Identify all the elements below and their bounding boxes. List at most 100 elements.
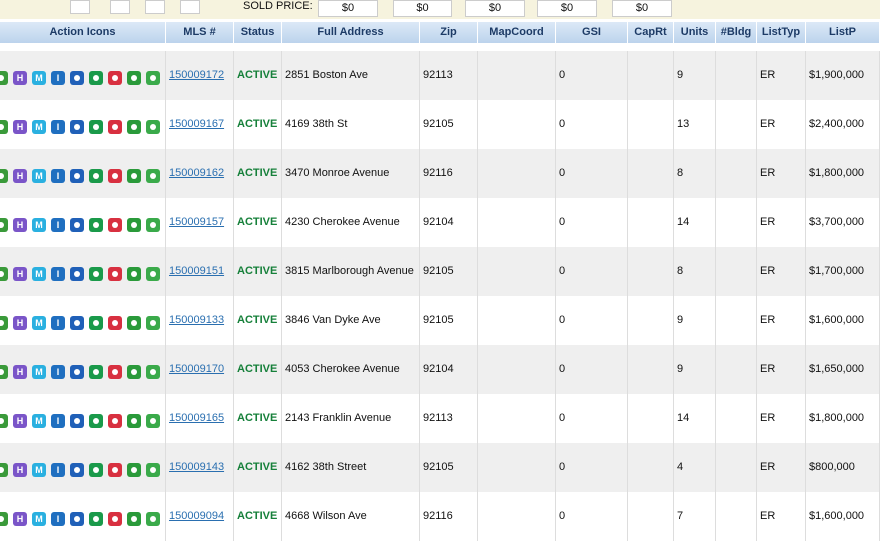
action-icon[interactable] <box>70 316 84 330</box>
action-icon[interactable] <box>127 120 141 134</box>
action-icon[interactable] <box>0 120 8 134</box>
action-icon[interactable]: H <box>13 512 27 526</box>
action-icon[interactable] <box>89 120 103 134</box>
column-header[interactable]: MLS # <box>166 22 234 43</box>
mls[interactable]: 150009094 <box>169 510 225 522</box>
action-icon[interactable] <box>70 365 84 379</box>
action-icon[interactable] <box>89 463 103 477</box>
action-icon[interactable] <box>108 414 122 428</box>
action-icon[interactable]: I <box>51 169 65 183</box>
action-icon[interactable] <box>108 267 122 281</box>
action-icon[interactable] <box>146 218 160 232</box>
action-icon[interactable] <box>70 218 84 232</box>
action-icon[interactable]: M <box>32 71 46 85</box>
action-icon[interactable] <box>127 512 141 526</box>
mls[interactable]: 150009172 <box>169 69 225 81</box>
price-box[interactable]: $0 <box>393 0 452 17</box>
mls[interactable]: 150009167 <box>169 118 225 130</box>
price-box[interactable]: $0 <box>465 0 525 17</box>
action-icon[interactable]: M <box>32 414 46 428</box>
mls[interactable]: 150009151 <box>169 265 225 277</box>
action-icon[interactable] <box>127 169 141 183</box>
action-icon[interactable] <box>108 71 122 85</box>
action-icon[interactable]: I <box>51 71 65 85</box>
action-icon[interactable]: H <box>13 463 27 477</box>
action-icon[interactable] <box>146 169 160 183</box>
action-icon[interactable]: M <box>32 316 46 330</box>
mls[interactable]: 150009165 <box>169 412 225 424</box>
action-icon[interactable] <box>70 169 84 183</box>
column-header[interactable]: Status <box>234 22 282 43</box>
action-icon[interactable]: I <box>51 512 65 526</box>
action-icon[interactable] <box>0 169 8 183</box>
action-icon[interactable] <box>146 120 160 134</box>
action-icon[interactable] <box>108 316 122 330</box>
action-icon[interactable] <box>127 414 141 428</box>
action-icon[interactable] <box>108 512 122 526</box>
action-icon[interactable]: H <box>13 365 27 379</box>
price-box[interactable]: $0 <box>612 0 672 17</box>
action-icon[interactable] <box>70 463 84 477</box>
price-box[interactable]: $0 <box>318 0 378 17</box>
action-icon[interactable] <box>127 365 141 379</box>
action-icon[interactable] <box>0 218 8 232</box>
action-icon[interactable] <box>146 414 160 428</box>
column-header[interactable]: Action Icons <box>0 22 166 43</box>
action-icon[interactable] <box>108 218 122 232</box>
action-icon[interactable] <box>0 316 8 330</box>
action-icon[interactable] <box>146 71 160 85</box>
action-icon[interactable]: I <box>51 463 65 477</box>
action-icon[interactable] <box>108 463 122 477</box>
action-icon[interactable] <box>89 512 103 526</box>
price-box[interactable]: $0 <box>537 0 597 17</box>
action-icon[interactable]: H <box>13 169 27 183</box>
action-icon[interactable]: I <box>51 120 65 134</box>
column-header[interactable]: CapRt <box>628 22 674 43</box>
action-icon[interactable] <box>127 267 141 281</box>
filter-box[interactable] <box>145 0 165 14</box>
action-icon[interactable] <box>127 71 141 85</box>
action-icon[interactable] <box>70 414 84 428</box>
column-header[interactable]: Zip <box>420 22 478 43</box>
action-icon[interactable] <box>0 365 8 379</box>
mls[interactable]: 150009162 <box>169 167 225 179</box>
action-icon[interactable]: H <box>13 267 27 281</box>
column-header[interactable]: Full Address <box>282 22 420 43</box>
action-icon[interactable] <box>146 316 160 330</box>
action-icon[interactable]: M <box>32 218 46 232</box>
action-icon[interactable] <box>0 71 8 85</box>
action-icon[interactable]: H <box>13 120 27 134</box>
action-icon[interactable] <box>70 512 84 526</box>
action-icon[interactable] <box>108 365 122 379</box>
action-icon[interactable] <box>127 218 141 232</box>
action-icon[interactable]: M <box>32 463 46 477</box>
mls[interactable]: 150009170 <box>169 363 225 375</box>
action-icon[interactable]: I <box>51 316 65 330</box>
mls[interactable]: 150009143 <box>169 461 225 473</box>
action-icon[interactable]: H <box>13 414 27 428</box>
filter-box[interactable] <box>110 0 130 14</box>
action-icon[interactable]: I <box>51 218 65 232</box>
column-header[interactable]: ListP <box>806 22 880 43</box>
action-icon[interactable]: H <box>13 71 27 85</box>
action-icon[interactable]: M <box>32 169 46 183</box>
action-icon[interactable] <box>70 71 84 85</box>
action-icon[interactable] <box>89 316 103 330</box>
action-icon[interactable] <box>127 316 141 330</box>
column-header[interactable]: Units <box>674 22 716 43</box>
filter-box[interactable] <box>180 0 200 14</box>
action-icon[interactable] <box>70 267 84 281</box>
action-icon[interactable] <box>89 169 103 183</box>
column-header[interactable]: GSI <box>556 22 628 43</box>
action-icon[interactable]: M <box>32 365 46 379</box>
filter-box[interactable] <box>70 0 90 14</box>
column-header[interactable]: MapCoord <box>478 22 556 43</box>
action-icon[interactable] <box>0 267 8 281</box>
action-icon[interactable] <box>146 512 160 526</box>
action-icon[interactable]: M <box>32 267 46 281</box>
action-icon[interactable]: I <box>51 365 65 379</box>
mls[interactable]: 150009157 <box>169 216 225 228</box>
action-icon[interactable] <box>127 463 141 477</box>
action-icon[interactable] <box>89 218 103 232</box>
action-icon[interactable] <box>89 414 103 428</box>
